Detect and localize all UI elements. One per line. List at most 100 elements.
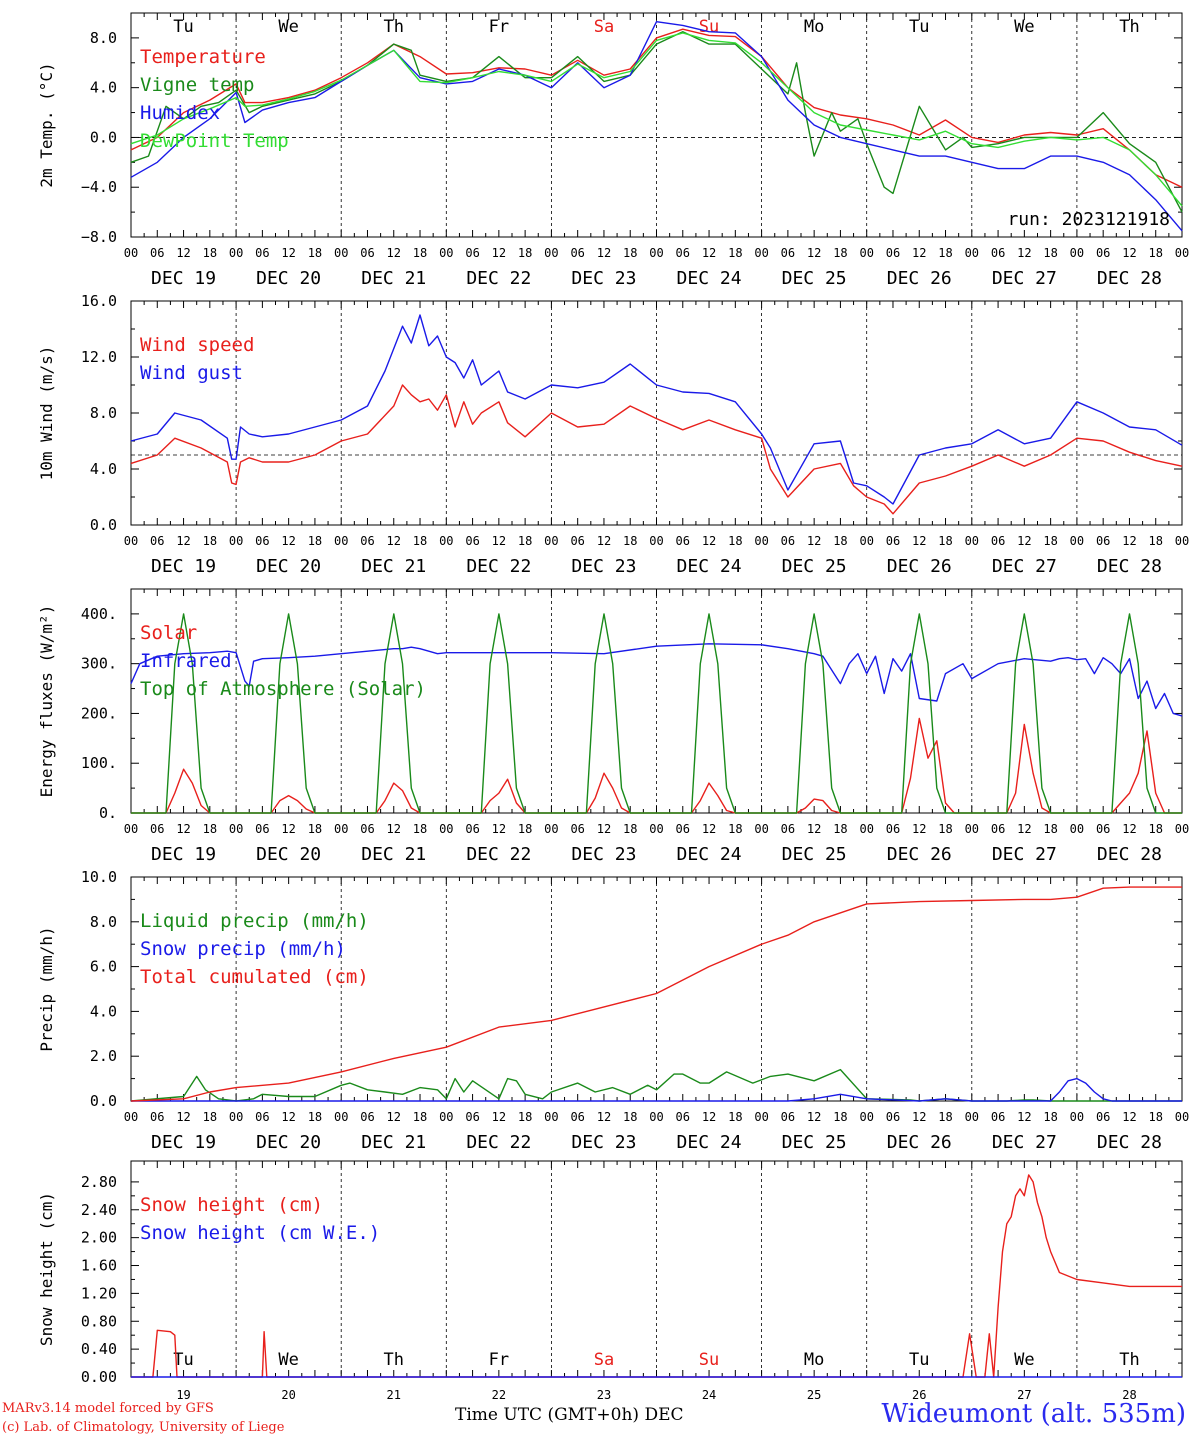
legend-entry: Temperature	[140, 46, 266, 68]
day-label: DEC 21	[361, 268, 426, 289]
y-tick-label: 2.80	[81, 1173, 117, 1191]
hour-tick-label: 18	[413, 1110, 427, 1124]
hour-tick-label: 18	[308, 822, 322, 836]
weekday-label: Th	[384, 17, 404, 37]
hour-tick-label: 12	[1017, 822, 1031, 836]
hour-tick-label: 00	[439, 822, 453, 836]
hour-tick-label: 18	[728, 246, 742, 260]
weekday-label: We	[278, 1350, 298, 1370]
hour-tick-label: 06	[570, 1110, 584, 1124]
weekday-label: Th	[1119, 1350, 1139, 1370]
hour-tick-label: 18	[413, 534, 427, 548]
legend-entry: Total cumulated (cm)	[140, 966, 369, 988]
day-label: DEC 24	[677, 556, 742, 577]
hour-tick-label: 00	[124, 822, 138, 836]
hour-tick-label: 18	[623, 246, 637, 260]
y-tick-label: 0.0	[90, 1092, 117, 1110]
hour-tick-label: 12	[702, 534, 716, 548]
hour-tick-label: 00	[859, 822, 873, 836]
hour-tick-label: 12	[281, 534, 295, 548]
weekday-label: Th	[1119, 17, 1139, 37]
hour-tick-label: 06	[991, 534, 1005, 548]
hour-tick-label: 00	[229, 822, 243, 836]
hour-tick-label: 18	[308, 534, 322, 548]
y-tick-label: 4.0	[90, 79, 117, 97]
hour-tick-label: 18	[203, 1110, 217, 1124]
panel-temp: −8.0 −4.0 0.0 4.0 8.0 2m Temp. (°C) 00 06 12 18 00…	[37, 12, 1189, 289]
y-tick-label: 2.0	[90, 1047, 117, 1065]
hour-tick-label: 06	[781, 822, 795, 836]
weekday-label: We	[1014, 17, 1034, 37]
hour-tick-label: 18	[728, 822, 742, 836]
hour-tick-label: 18	[1043, 822, 1057, 836]
hour-tick-label: 00	[965, 246, 979, 260]
y-tick-label: 8.0	[90, 29, 117, 47]
panel-precip: 0.0 2.0 4.0 6.0 8.0 10.0 Precip (mm/h) 00 06 12 18…	[37, 868, 1189, 1153]
day-label: DEC 25	[782, 1132, 847, 1153]
day-label: DEC 20	[256, 844, 321, 865]
hour-tick-label: 12	[492, 534, 506, 548]
hour-tick-label: 18	[1148, 822, 1162, 836]
hour-tick-label: 06	[150, 534, 164, 548]
day-label: DEC 21	[361, 844, 426, 865]
hour-tick-label: 12	[1122, 822, 1136, 836]
hour-tick-label: 06	[255, 246, 269, 260]
hour-tick-label: 18	[1043, 534, 1057, 548]
hour-tick-label: 12	[912, 1110, 926, 1124]
hour-tick-label: 06	[570, 822, 584, 836]
hour-tick-label: 18	[833, 822, 847, 836]
hour-tick-label: 12	[281, 1110, 295, 1124]
hour-tick-label: 12	[1017, 246, 1031, 260]
plot-frame	[130, 300, 1183, 526]
hour-tick-label: 12	[702, 1110, 716, 1124]
series-line-1	[131, 1077, 1182, 1102]
legend-entry: Solar	[140, 622, 197, 644]
hour-tick-label: 18	[833, 1110, 847, 1124]
hour-tick-label: 12	[492, 1110, 506, 1124]
day-number-label: 28	[1122, 1388, 1136, 1402]
y-tick-label: 0.	[99, 804, 117, 822]
hour-tick-label: 12	[1122, 534, 1136, 548]
day-label: DEC 22	[466, 844, 531, 865]
day-label: DEC 26	[887, 1132, 952, 1153]
hour-tick-label: 18	[833, 534, 847, 548]
hour-tick-label: 06	[150, 246, 164, 260]
hour-tick-label: 00	[1070, 1110, 1084, 1124]
hour-tick-label: 12	[597, 1110, 611, 1124]
hour-tick-label: 00	[544, 534, 558, 548]
hour-tick-label: 00	[754, 1110, 768, 1124]
day-label: DEC 27	[992, 1132, 1057, 1153]
hour-tick-label: 12	[597, 534, 611, 548]
hour-tick-label: 12	[597, 246, 611, 260]
y-tick-label: 0.40	[81, 1340, 117, 1358]
day-label: DEC 25	[782, 268, 847, 289]
weekday-label: Tu	[173, 1350, 193, 1370]
day-number-label: 20	[281, 1388, 295, 1402]
day-label: DEC 21	[361, 1132, 426, 1153]
day-number-label: 24	[702, 1388, 716, 1402]
hour-tick-label: 00	[1070, 822, 1084, 836]
day-number-label: 26	[912, 1388, 926, 1402]
weekday-label: Sa	[594, 17, 614, 37]
day-number-label: 23	[597, 1388, 611, 1402]
legend-entry: Snow precip (mm/h)	[140, 938, 346, 960]
hour-tick-label: 18	[518, 822, 532, 836]
weekday-label: Sa	[594, 1350, 614, 1370]
hour-tick-label: 18	[728, 1110, 742, 1124]
hour-tick-label: 06	[676, 822, 690, 836]
y-tick-label: 400.	[81, 605, 117, 623]
y-tick-label: −4.0	[81, 178, 117, 196]
hour-tick-label: 12	[1017, 1110, 1031, 1124]
hour-tick-label: 12	[1017, 534, 1031, 548]
day-label: DEC 21	[361, 556, 426, 577]
hour-tick-label: 06	[1096, 534, 1110, 548]
hour-tick-label: 00	[1070, 246, 1084, 260]
hour-tick-label: 12	[1122, 246, 1136, 260]
series-line-1	[130, 314, 1183, 505]
y-axis-label: 2m Temp. (°C)	[37, 62, 56, 187]
hour-tick-label: 06	[1096, 822, 1110, 836]
hour-tick-label: 06	[886, 246, 900, 260]
hour-tick-label: 18	[728, 534, 742, 548]
hour-tick-label: 12	[176, 246, 190, 260]
